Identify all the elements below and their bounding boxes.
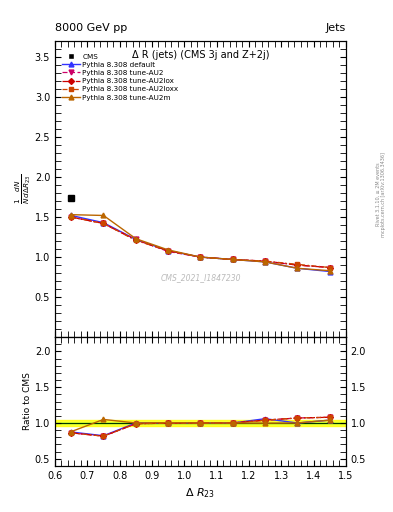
Text: CMS_2021_I1847230: CMS_2021_I1847230 — [160, 273, 241, 283]
Text: Δ R (jets) (CMS 3j and Z+2j): Δ R (jets) (CMS 3j and Z+2j) — [132, 50, 269, 60]
Legend: CMS, Pythia 8.308 default, Pythia 8.308 tune-AU2, Pythia 8.308 tune-AU2lox, Pyth: CMS, Pythia 8.308 default, Pythia 8.308 … — [62, 53, 178, 101]
Text: Rivet 3.1.10, ≥ 2M events: Rivet 3.1.10, ≥ 2M events — [376, 163, 380, 226]
Text: mcplots.cern.ch [arXiv:1306.3436]: mcplots.cern.ch [arXiv:1306.3436] — [382, 152, 386, 237]
Bar — [55, 420, 346, 426]
Y-axis label: $\frac{1}{N}\frac{dN}{d\Delta R_{23}}$: $\frac{1}{N}\frac{dN}{d\Delta R_{23}}$ — [13, 174, 33, 204]
X-axis label: $\Delta\ R_{23}$: $\Delta\ R_{23}$ — [185, 486, 215, 500]
Text: 8000 GeV pp: 8000 GeV pp — [55, 23, 127, 33]
Y-axis label: Ratio to CMS: Ratio to CMS — [23, 373, 32, 431]
Text: Jets: Jets — [325, 23, 346, 33]
